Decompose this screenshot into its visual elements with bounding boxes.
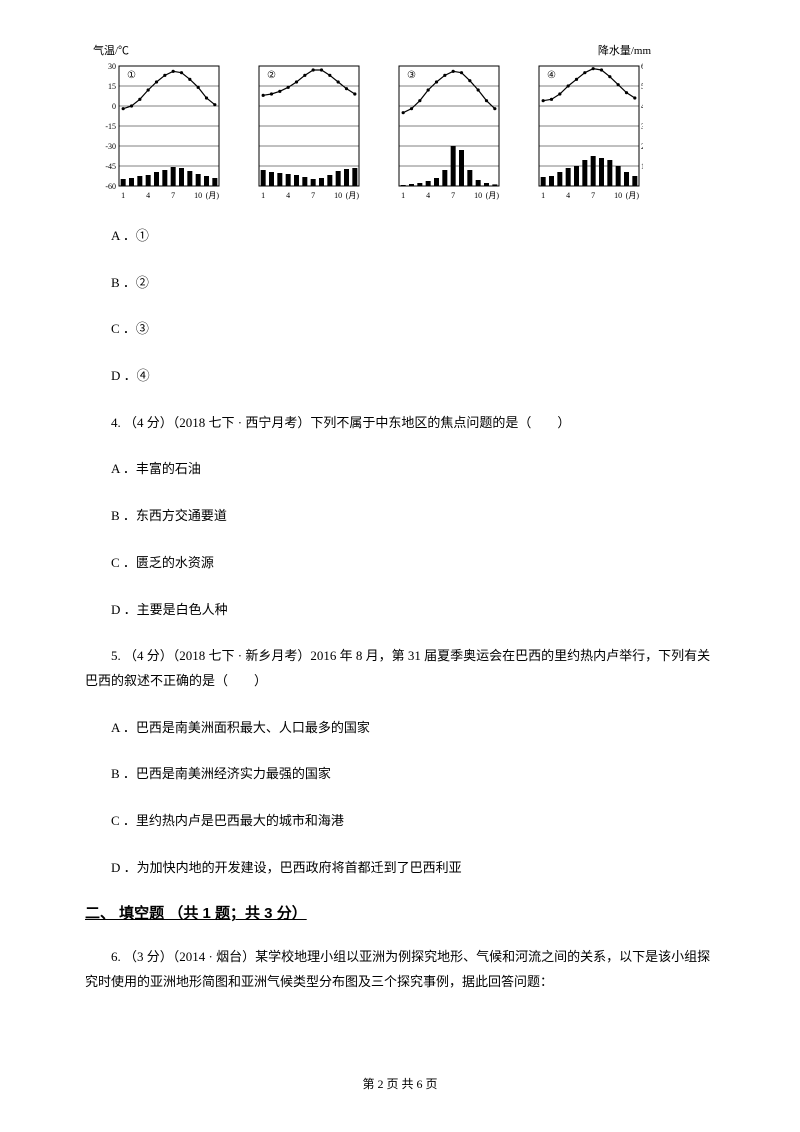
svg-text:1: 1	[261, 191, 265, 200]
svg-text:(月): (月)	[486, 191, 500, 200]
svg-text:400: 400	[641, 102, 643, 111]
q5-a: A ．巴西是南美洲面积最大、人口最多的国家	[85, 716, 715, 741]
q4-a: A ．丰富的石油	[85, 457, 715, 482]
climate-chart-2: ② 1 4 7 10 (月)	[235, 60, 363, 200]
svg-text:7: 7	[311, 191, 315, 200]
q5-c: C ．里约热内卢是巴西最大的城市和海港	[85, 809, 715, 834]
svg-text:7: 7	[171, 191, 175, 200]
svg-text:4: 4	[566, 191, 570, 200]
chart-row: 气温/℃30150-15-30-45-60①14710(月)②14710(月)③…	[95, 60, 715, 200]
page-body: 气温/℃30150-15-30-45-60①14710(月)②14710(月)③…	[0, 0, 800, 995]
q6-stem: 6. （3 分）（2014 · 烟台）某学校地理小组以亚洲为例探究地形、气候和河…	[85, 945, 715, 994]
svg-text:1: 1	[121, 191, 125, 200]
svg-text:7: 7	[591, 191, 595, 200]
q5-d: D ．为加快内地的开发建设，巴西政府将首都迁到了巴西利亚	[85, 856, 715, 881]
svg-text:200: 200	[641, 142, 643, 151]
svg-text:②: ②	[267, 70, 276, 81]
svg-text:(月): (月)	[206, 191, 220, 200]
svg-text:(月): (月)	[626, 191, 640, 200]
climate-chart-4: 降水量/mm600500400300200100④14710(月)	[515, 60, 643, 200]
svg-text:①: ①	[127, 70, 136, 81]
svg-text:④: ④	[547, 70, 556, 81]
svg-text:③: ③	[407, 70, 416, 81]
svg-text:-15: -15	[105, 122, 116, 131]
svg-text:4: 4	[426, 191, 430, 200]
svg-text:10: 10	[194, 191, 202, 200]
svg-text:10: 10	[474, 191, 482, 200]
svg-text:300: 300	[641, 122, 643, 131]
svg-text:500: 500	[641, 82, 643, 91]
option-d: D ．④	[85, 364, 715, 389]
q4-stem: 4. （4 分）（2018 七下 · 西宁月考）下列不属于中东地区的焦点问题的是…	[85, 411, 715, 436]
section-2-title: 二、 填空题 （共 1 题；共 3 分）	[85, 902, 715, 923]
svg-text:-60: -60	[105, 182, 116, 191]
climate-chart-1: 气温/℃30150-15-30-45-60①14710(月)	[95, 60, 223, 200]
svg-text:4: 4	[146, 191, 150, 200]
q4-b: B ．东西方交通要道	[85, 504, 715, 529]
svg-text:10: 10	[334, 191, 342, 200]
svg-text:-30: -30	[105, 142, 116, 151]
page-footer: 第 2 页 共 6 页	[0, 1075, 800, 1092]
climate-chart-3: ③ 1 4 7 10 (月)	[375, 60, 503, 200]
svg-text:15: 15	[108, 82, 116, 91]
svg-text:1: 1	[401, 191, 405, 200]
option-b: B ．②	[85, 271, 715, 296]
svg-text:30: 30	[108, 62, 116, 71]
option-c: C ．③	[85, 317, 715, 342]
svg-text:7: 7	[451, 191, 455, 200]
q4-c: C ．匮乏的水资源	[85, 551, 715, 576]
svg-text:4: 4	[286, 191, 290, 200]
svg-text:0: 0	[112, 102, 116, 111]
svg-text:10: 10	[614, 191, 622, 200]
q4-d: D ．主要是白色人种	[85, 598, 715, 623]
svg-text:600: 600	[641, 62, 643, 71]
q5-b: B ．巴西是南美洲经济实力最强的国家	[85, 762, 715, 787]
svg-text:100: 100	[641, 162, 643, 171]
svg-text:(月): (月)	[346, 191, 360, 200]
temp-axis-label: 气温/℃	[93, 42, 129, 58]
precip-axis-label: 降水量/mm	[598, 42, 651, 58]
option-a: A ．①	[85, 224, 715, 249]
q5-stem: 5. （4 分）（2018 七下 · 新乡月考）2016 年 8 月，第 31 …	[85, 644, 715, 693]
svg-text:1: 1	[541, 191, 545, 200]
svg-text:-45: -45	[105, 162, 116, 171]
